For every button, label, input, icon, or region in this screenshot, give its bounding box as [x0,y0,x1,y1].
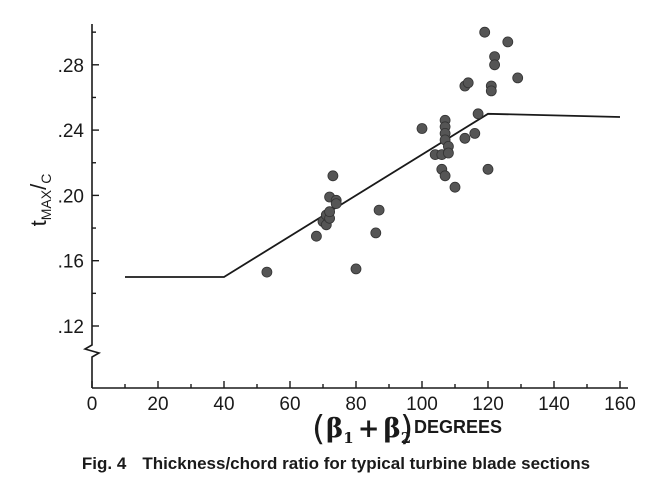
axes [82,24,628,389]
y-label-denominator: C [38,174,54,184]
data-point [449,181,461,193]
caption-text: Thickness/chord ratio for typical turbin… [142,454,591,473]
x-label-close-paren: ) [400,409,413,449]
svg-text:tMAX/C: tMAX/C [26,174,54,227]
data-point [373,204,385,216]
svg-text:β1+β2: β1 + β2 [326,414,411,447]
data-point [479,26,491,38]
y-tick-label: .12 [58,317,84,338]
data-point [442,147,454,159]
y-tick-label: .20 [58,186,84,207]
x-tick-label: 80 [345,394,366,415]
data-point [350,263,362,275]
data-point [502,36,514,48]
x-axis-ticks: 0 20 40 60 80 100 120 140 160 [87,381,636,415]
x-label-units: DEGREES [414,417,502,437]
x-tick-label: 0 [87,394,98,415]
y-label-subscript: MAX [38,189,54,220]
data-point [459,132,471,144]
scatter-chart: 0 20 40 60 80 100 120 140 160 .12 .16 .20 .24 .28 tM… [26,24,636,449]
x-label-open-paren: ( [312,409,325,449]
y-label-slash: / [26,183,51,190]
y-tick-label: .16 [58,252,84,273]
x-tick-label: 40 [213,394,234,415]
x-label-beta2-sub: 2 [401,429,411,447]
data-point [462,77,474,89]
y-axis-ticks: .12 .16 .20 .24 .28 [58,31,99,338]
data-point [330,198,342,210]
data-point [327,170,339,182]
data-point [512,72,524,84]
x-tick-label: 60 [279,394,300,415]
x-axis-label: ( β1 + β2 ) DEGREES [312,409,502,449]
x-label-beta1-sub: 1 [343,429,353,447]
data-points [261,26,524,278]
data-point [439,170,451,182]
data-point [370,227,382,239]
y-axis-line [82,24,102,388]
data-point [310,230,322,242]
y-axis-label: tMAX/C [26,174,54,227]
data-point [469,127,481,139]
data-point [324,206,336,218]
x-label-plus: + [358,414,380,444]
trend-line-group [125,112,621,278]
figure-caption: Fig. 4 Thickness/chord ratio for typical … [0,454,672,474]
x-tick-label: 120 [472,394,504,415]
data-point [472,108,484,120]
data-point [482,163,494,175]
y-label-t: t [26,220,51,226]
trend-line [125,112,621,278]
data-point [489,59,501,71]
x-tick-label: 140 [538,394,570,415]
y-tick-label: .28 [58,56,84,77]
figure-number: Fig. 4 [81,454,127,473]
data-point [261,266,273,278]
data-point [416,123,428,134]
x-tick-label: 160 [604,394,636,415]
x-label-beta2: β [384,414,401,444]
x-label-beta1: β [326,414,343,444]
x-tick-label: 100 [406,394,438,415]
x-tick-label: 20 [147,394,168,415]
data-point [485,85,497,97]
y-tick-label: .24 [58,121,85,142]
